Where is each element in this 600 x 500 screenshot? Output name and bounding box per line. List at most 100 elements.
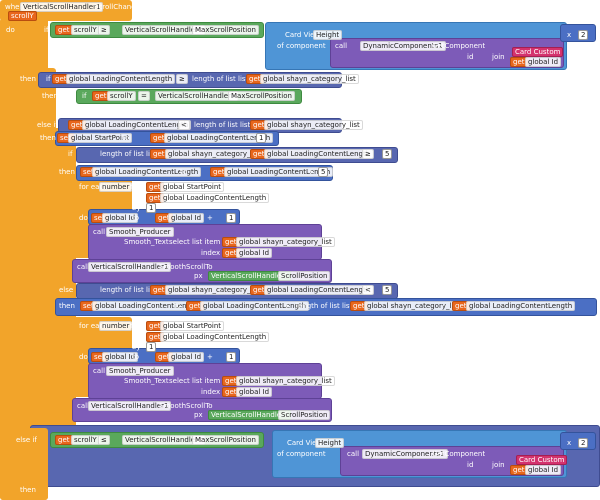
block-label: x: [567, 31, 572, 39]
dropdown-field[interactable]: global shayn_category_list: [364, 301, 463, 311]
dropdown-field[interactable]: global shayn_category_list: [264, 120, 363, 130]
block-label: to: [132, 214, 140, 222]
block-label: call: [93, 228, 106, 236]
dropdown-field[interactable]: global StartPoint: [68, 133, 133, 143]
dropdown-field[interactable]: global Id: [102, 352, 139, 362]
dropdown-field[interactable]: global LoadingContentLength: [160, 193, 270, 203]
block-label: when: [5, 3, 24, 11]
dropdown-field[interactable]: scrollY: [71, 25, 100, 35]
block-label: Smooth_Text: [124, 238, 169, 246]
dropdown-field[interactable]: VerticalScrollHandler1: [20, 2, 104, 12]
dropdown-field[interactable]: number: [99, 321, 133, 331]
block-label: call: [347, 450, 360, 458]
text-block: Card Custom: [516, 455, 568, 465]
block-label: select list item list: [169, 377, 233, 385]
dropdown-field[interactable]: global shayn_category_list: [165, 285, 264, 295]
dropdown-field[interactable]: ≥: [362, 149, 374, 159]
dropdown-field[interactable]: Smooth_Producer: [106, 227, 174, 237]
dropdown-field[interactable]: global Id: [236, 387, 273, 397]
dropdown-field[interactable]: global LoadingContentLength: [264, 149, 374, 159]
dropdown-field[interactable]: global LoadingContentLength: [200, 301, 310, 311]
block-label: call: [93, 367, 106, 375]
number-block: 1: [226, 213, 237, 223]
dropdown-field[interactable]: global StartPoint: [160, 321, 225, 331]
dropdown-field[interactable]: global LoadingContentLength: [66, 74, 176, 84]
number-block: 1: [146, 342, 157, 352]
dropdown-field[interactable]: global LoadingContentLength: [164, 133, 274, 143]
number-block: 1: [256, 133, 267, 143]
dropdown-field[interactable]: global LoadingContentLength: [92, 301, 202, 311]
block-label: else if: [16, 436, 37, 444]
dropdown-field[interactable]: global Id: [102, 213, 139, 223]
block-label: then: [42, 92, 58, 100]
dropdown-field[interactable]: number: [99, 182, 133, 192]
block-label: px: [194, 411, 203, 419]
dropdown-field[interactable]: MaxScrollPosition: [192, 25, 259, 35]
dropdown-field[interactable]: global LoadingContentLength: [160, 332, 270, 342]
dropdown-field[interactable]: ≤: [98, 435, 110, 445]
dropdown-field[interactable]: Height: [313, 30, 343, 40]
block-label: index: [201, 249, 221, 257]
block-label: for each: [79, 322, 108, 330]
dropdown-field[interactable]: global LoadingContentLength: [466, 301, 576, 311]
block-label: +: [207, 214, 213, 222]
dropdown-field[interactable]: global shayn_category_list: [165, 149, 264, 159]
block-label: of component: [277, 450, 326, 458]
block-label: length of list list: [192, 75, 249, 83]
dropdown-field[interactable]: global shayn_category_list: [260, 74, 359, 84]
block-label: id: [467, 461, 474, 469]
block-label: to: [122, 134, 130, 142]
dropdown-field[interactable]: global Id: [168, 213, 205, 223]
block-label: by: [132, 343, 141, 351]
dropdown-field[interactable]: MaxScrollPosition: [192, 435, 259, 445]
dropdown-field[interactable]: DynamicComponents1: [360, 41, 446, 51]
dropdown-field[interactable]: scrollY: [107, 91, 136, 101]
dropdown-field[interactable]: global shayn_category_list: [236, 237, 335, 247]
block-label: to: [174, 302, 182, 310]
block-label: for each: [79, 183, 108, 191]
dropdown-field[interactable]: <: [178, 120, 190, 130]
block-label: from: [130, 322, 147, 330]
dropdown-field[interactable]: global StartPoint: [160, 182, 225, 192]
block-label: +: [284, 302, 290, 310]
dropdown-field[interactable]: =: [138, 91, 150, 101]
dropdown-field[interactable]: global LoadingContentLength: [264, 285, 374, 295]
dropdown-field[interactable]: global LoadingContentLength: [82, 120, 192, 130]
dropdown-field[interactable]: ScrollPosition: [278, 410, 331, 420]
if-block: [30, 68, 56, 430]
block-label: select list item list: [169, 238, 233, 246]
block-label: Smooth_Text: [124, 377, 169, 385]
block-label: join: [492, 461, 505, 469]
dropdown-field[interactable]: Height: [315, 438, 345, 448]
dropdown-field[interactable]: global Id: [236, 248, 273, 258]
dropdown-field[interactable]: global LoadingContentLength: [92, 167, 202, 177]
dropdown-field[interactable]: ≥: [176, 74, 188, 84]
block-label: index: [201, 388, 221, 396]
dropdown-field[interactable]: Smooth_Producer: [106, 366, 174, 376]
dropdown-field[interactable]: ≥: [98, 25, 110, 35]
block-label: GetComponent: [432, 42, 486, 50]
dropdown-field[interactable]: MaxScrollPosition: [228, 91, 295, 101]
dropdown-field[interactable]: global LoadingContentLength: [224, 167, 334, 177]
dropdown-field[interactable]: VerticalScrollHandler1: [88, 401, 172, 411]
dropdown-field[interactable]: scrollY: [71, 435, 100, 445]
dropdown-field[interactable]: global Id: [168, 352, 205, 362]
block-label: GetComponent: [432, 450, 486, 458]
dropdown-field[interactable]: ScrollPosition: [278, 271, 331, 281]
dropdown-field[interactable]: global Id: [525, 57, 562, 67]
block-label: to: [132, 194, 140, 202]
block-label: -: [240, 150, 243, 158]
dropdown-field[interactable]: global Id: [525, 465, 562, 475]
dropdown-field[interactable]: global shayn_category_list: [236, 376, 335, 386]
dropdown-field[interactable]: <: [362, 285, 374, 295]
block-label: +: [308, 168, 314, 176]
block-label: then: [59, 168, 75, 176]
dropdown-field[interactable]: VerticalScrollHandler1: [88, 262, 172, 272]
dropdown-field[interactable]: DynamicComponents1: [362, 449, 448, 459]
dropdown-field[interactable]: VerticalScrollHandler1: [155, 91, 239, 101]
block-label: to: [180, 168, 188, 176]
variable-block: get: [55, 435, 73, 445]
block-label: if: [46, 75, 51, 83]
block-label: +: [207, 353, 213, 361]
